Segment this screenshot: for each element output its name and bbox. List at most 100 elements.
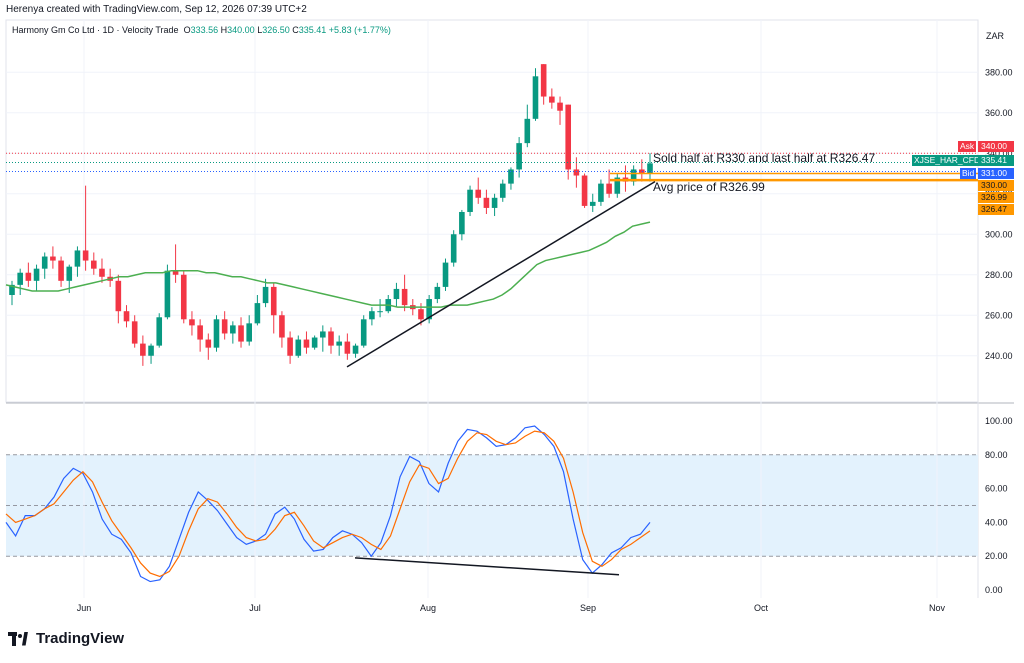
candle-body — [140, 343, 146, 356]
candle-body — [549, 96, 555, 103]
candle-body — [270, 286, 277, 316]
high-label: H — [220, 25, 228, 35]
high-value: 340.00 — [227, 25, 255, 35]
change-value: +5.83 (+1.77%) — [328, 25, 391, 35]
time-tick-label: Aug — [420, 603, 436, 613]
annotation-avg: Avg price of R326.99 — [653, 180, 765, 194]
candle-body — [115, 280, 122, 312]
main-pane-frame — [5, 19, 979, 403]
price-tick-label: 260.00 — [985, 310, 1013, 320]
candle-body — [573, 169, 580, 176]
candle-body — [459, 211, 465, 235]
candle-body — [74, 250, 81, 267]
candle-body — [66, 266, 73, 281]
candle-body — [58, 260, 64, 281]
level-tag-1: 330.00 — [978, 180, 1014, 191]
candle-body — [418, 309, 424, 320]
candle-body — [82, 250, 89, 261]
candle-body — [450, 234, 457, 263]
stoch-tick-label: 60.00 — [985, 484, 1008, 494]
time-tick-label: Jun — [77, 603, 92, 613]
time-tick-label: Nov — [929, 603, 946, 613]
time-tick-label: Sep — [580, 603, 596, 613]
time-tick-label: Jul — [249, 603, 261, 613]
candle-body — [164, 270, 171, 318]
level-tag-3: 326.47 — [978, 204, 1014, 215]
level-tag-2: 326.99 — [978, 192, 1014, 203]
stoch-tick-label: 20.00 — [985, 551, 1008, 561]
low-label: L — [257, 25, 263, 35]
trendline-price — [346, 180, 656, 368]
header-credit: Herenya created with TradingView.com, Se… — [6, 4, 307, 15]
tradingview-icon — [8, 631, 30, 646]
candle-body — [17, 272, 23, 285]
candle-body — [352, 345, 359, 354]
candle-body — [516, 143, 522, 170]
stoch-d-line — [5, 430, 651, 578]
candle-body — [254, 303, 261, 324]
candle-body — [230, 325, 236, 334]
candle-body — [336, 341, 342, 346]
tradingview-logo: TradingView — [8, 630, 124, 647]
price-tick-label: 280.00 — [985, 270, 1013, 280]
open-label: O — [183, 25, 191, 35]
candle-body — [393, 288, 400, 300]
candle-body — [205, 339, 212, 348]
price-tick-label: 300.00 — [985, 229, 1013, 239]
candle-body — [279, 315, 285, 338]
stoch-tick-label: 40.00 — [985, 517, 1008, 527]
candle-body — [499, 183, 506, 198]
stoch-tick-label: 0.00 — [985, 585, 1003, 595]
candle-body — [475, 189, 482, 198]
brand-text: TradingView — [36, 630, 125, 647]
candle-body — [630, 169, 637, 182]
ask-tag: Ask — [958, 141, 977, 152]
time-tick-label: Oct — [754, 603, 769, 613]
candle-body — [9, 284, 15, 295]
candle-body — [41, 256, 48, 269]
candle-body — [344, 341, 351, 354]
stoch-tick-label: 80.00 — [985, 450, 1008, 460]
close-label: C — [292, 25, 299, 35]
price-tick-label: 360.00 — [985, 108, 1013, 118]
candle-body — [33, 268, 40, 281]
bid-price-tag: 331.00 — [978, 168, 1014, 179]
candle-body — [532, 76, 539, 119]
candle-body — [311, 337, 318, 348]
candle-body — [598, 183, 604, 202]
candle-body — [565, 104, 572, 170]
price-tick-label: 340.00 — [985, 148, 1013, 158]
candle-body — [614, 177, 621, 194]
candle-body — [320, 331, 326, 338]
candle-body — [401, 288, 408, 306]
candle-body — [557, 102, 563, 111]
candle-body — [303, 339, 310, 348]
price-tick-label: 240.00 — [985, 351, 1013, 361]
candle-body — [434, 286, 441, 300]
candle-body — [189, 319, 195, 326]
candle-body — [99, 268, 105, 277]
candle-body — [524, 118, 531, 144]
candle-body — [246, 323, 253, 342]
candle-body — [581, 175, 588, 206]
candle-body — [50, 256, 56, 261]
candle-body — [360, 319, 367, 346]
price-tick-label: 380.00 — [985, 67, 1013, 77]
symbol-name: Harmony Gm Co Ltd · 1D · Velocity Trade — [12, 25, 179, 35]
candle-body — [508, 169, 514, 184]
candle-body — [238, 325, 244, 342]
candle-body — [328, 331, 334, 346]
candle-body — [123, 311, 130, 322]
candle-body — [589, 201, 596, 206]
currency-label[interactable]: ZAR — [986, 31, 1004, 41]
candle-body — [295, 339, 302, 356]
candle-body — [221, 319, 228, 334]
candle-body — [156, 317, 163, 346]
candle-body — [377, 311, 383, 313]
candle-body — [25, 272, 32, 281]
candle-body — [606, 183, 612, 194]
candle-body — [148, 345, 154, 356]
candle-body — [467, 189, 473, 212]
low-value: 326.50 — [262, 25, 290, 35]
